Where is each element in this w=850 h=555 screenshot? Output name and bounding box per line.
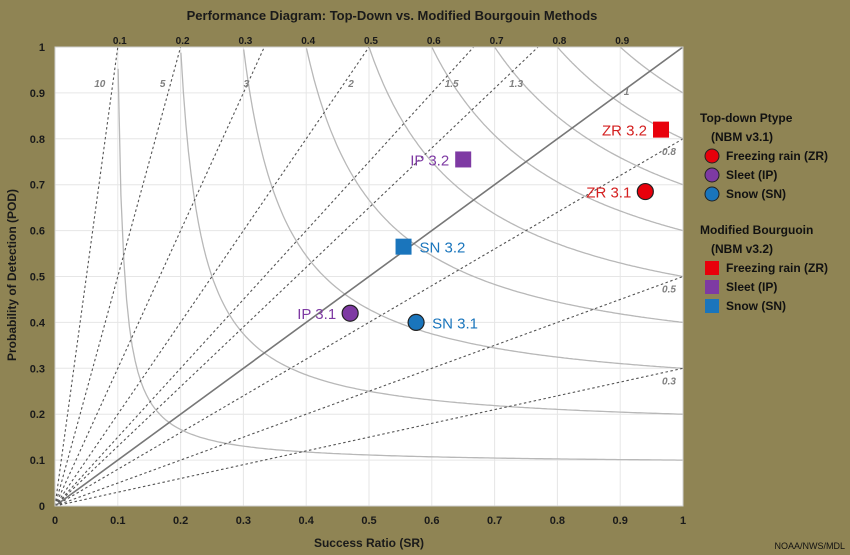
y-tick-label: 0.9	[30, 88, 45, 100]
y-tick-label: 0.3	[30, 363, 45, 375]
x-tick-label: 0	[52, 515, 58, 527]
legend-marker-circle	[704, 167, 720, 183]
point-label-IP-3-2: IP 3.2	[410, 152, 449, 169]
x-axis-label: Success Ratio (SR)	[314, 536, 424, 550]
x-tick-label: 0.8	[550, 515, 565, 527]
legend-marker-square	[705, 280, 719, 294]
bias-line-1.3	[55, 47, 539, 506]
bias-line-0.8	[55, 138, 683, 506]
x-tick-label: 0.3	[236, 515, 251, 527]
plot-border	[54, 46, 684, 507]
legend-item-label: Snow (SN)	[726, 187, 786, 201]
legend-item-label: Sleet (IP)	[726, 280, 777, 294]
csi-label-0.5: 0.5	[364, 36, 378, 47]
csi-label-0.7: 0.7	[490, 36, 504, 47]
bias-label-10: 10	[94, 79, 106, 90]
y-tick-label: 0.1	[30, 455, 45, 467]
x-tick-label: 0.2	[173, 515, 188, 527]
csi-contour-0.4	[305, 48, 683, 324]
bias-label-0.8: 0.8	[662, 147, 676, 158]
legend-item-label: Sleet (IP)	[726, 168, 777, 182]
csi-label-0.6: 0.6	[427, 36, 441, 47]
point-marker-ZR-3-1	[636, 182, 654, 201]
chart-title: Performance Diagram: Top-Down vs. Modifi…	[187, 8, 598, 23]
y-tick-label: 0.4	[30, 317, 46, 329]
csi-contour-0.7	[494, 47, 683, 186]
bias-label-0.3: 0.3	[662, 376, 676, 387]
point-marker-ZR-3-2	[653, 121, 670, 138]
point-marker-IP-3-2	[455, 151, 472, 168]
legend-marker-square	[705, 299, 719, 313]
y-axis-label: Probability of Detection (POD)	[5, 189, 19, 361]
csi-label-0.8: 0.8	[552, 36, 566, 47]
csi-label-0.3: 0.3	[238, 36, 252, 47]
bias-line-5	[55, 47, 182, 506]
legend-marker-circle	[704, 148, 720, 164]
bias-label-1: 1	[624, 87, 630, 98]
legend-group-title: Modified Bourguoin	[700, 223, 813, 237]
legend-item-label: Snow (SN)	[726, 299, 786, 313]
x-tick-label: 0.4	[299, 515, 315, 527]
bias-line-0.3	[55, 367, 683, 506]
isoline-labels: 10 5 3 2 1.5 1.3 1 0.8 0.5 0.3	[94, 79, 676, 387]
point-label-IP-3-1: IP 3.1	[297, 306, 336, 323]
bias-line-0.5	[55, 275, 683, 506]
csi-contour-0.3	[243, 49, 683, 369]
bias-line-10	[55, 47, 119, 506]
bias-label-3: 3	[244, 79, 250, 90]
axes: 0 0.1 0.2 0.3 0.4 0.5 0.6 0.7 0.8 0.9 100.10.20.30…	[30, 36, 686, 527]
bias-line-1.5	[55, 47, 475, 506]
point-label-ZR-3-2: ZR 3.2	[602, 123, 647, 140]
csi-label-0.2: 0.2	[176, 36, 190, 47]
y-tick-label: 0	[39, 501, 45, 513]
legend-marker-circle	[704, 186, 720, 202]
y-tick-label: 1	[39, 42, 45, 54]
bias-label-1.3: 1.3	[509, 79, 523, 90]
y-tick-label: 0.7	[30, 180, 45, 192]
legend-group-subtitle: (NBM v3.2)	[711, 242, 773, 256]
y-tick-label: 0.5	[30, 272, 45, 284]
bias-label-5: 5	[160, 79, 166, 90]
legend-marker-square	[705, 261, 719, 275]
csi-label-0.4: 0.4	[301, 36, 315, 47]
csi-contour-0.6	[431, 47, 683, 232]
bias-label-1.5: 1.5	[445, 79, 459, 90]
point-marker-SN-3-1	[407, 313, 425, 331]
y-tick-label: 0.8	[30, 134, 45, 146]
data-points: ZR 3.1 IP 3.1 SN 3.1 ZR 3.2 IP 3.2 SN 3.2	[297, 121, 670, 332]
y-tick-label: 0.6	[30, 226, 45, 238]
legend: Top-down Ptype (NBM v3.1) Freezing rain (Z…	[700, 111, 828, 313]
point-label-ZR-3-1: ZR 3.1	[586, 185, 631, 202]
legend-item-label: Freezing rain (ZR)	[726, 261, 828, 275]
x-tick-label: 0.6	[424, 515, 439, 527]
point-marker-IP-3-1	[341, 304, 359, 322]
csi-contour-0.9	[620, 47, 683, 94]
credit-text: NOAA/NWS/MDL	[774, 541, 845, 551]
legend-group-title: Top-down Ptype	[700, 111, 793, 125]
bias-label-2: 2	[347, 79, 354, 90]
bias-line-3	[55, 47, 265, 506]
x-tick-label: 0.5	[361, 515, 376, 527]
point-label-SN-3-2: SN 3.2	[420, 240, 466, 257]
legend-item-label: Freezing rain (ZR)	[726, 149, 828, 163]
legend-group-subtitle: (NBM v3.1)	[711, 130, 773, 144]
x-tick-label: 0.7	[487, 515, 502, 527]
x-tick-label: 0.9	[613, 515, 628, 527]
plot-lines	[55, 47, 683, 506]
point-label-SN-3-1: SN 3.1	[432, 315, 478, 332]
x-tick-label: 1	[680, 515, 686, 527]
bias-label-0.5: 0.5	[662, 285, 676, 296]
x-tick-label: 0.1	[110, 515, 125, 527]
point-marker-SN-3-2	[395, 238, 412, 255]
csi-label-0.9: 0.9	[615, 36, 629, 47]
y-tick-label: 0.2	[30, 409, 45, 421]
csi-contour-0.1	[117, 68, 683, 461]
bias-line-1	[55, 47, 683, 506]
csi-label-0.1: 0.1	[113, 36, 127, 47]
